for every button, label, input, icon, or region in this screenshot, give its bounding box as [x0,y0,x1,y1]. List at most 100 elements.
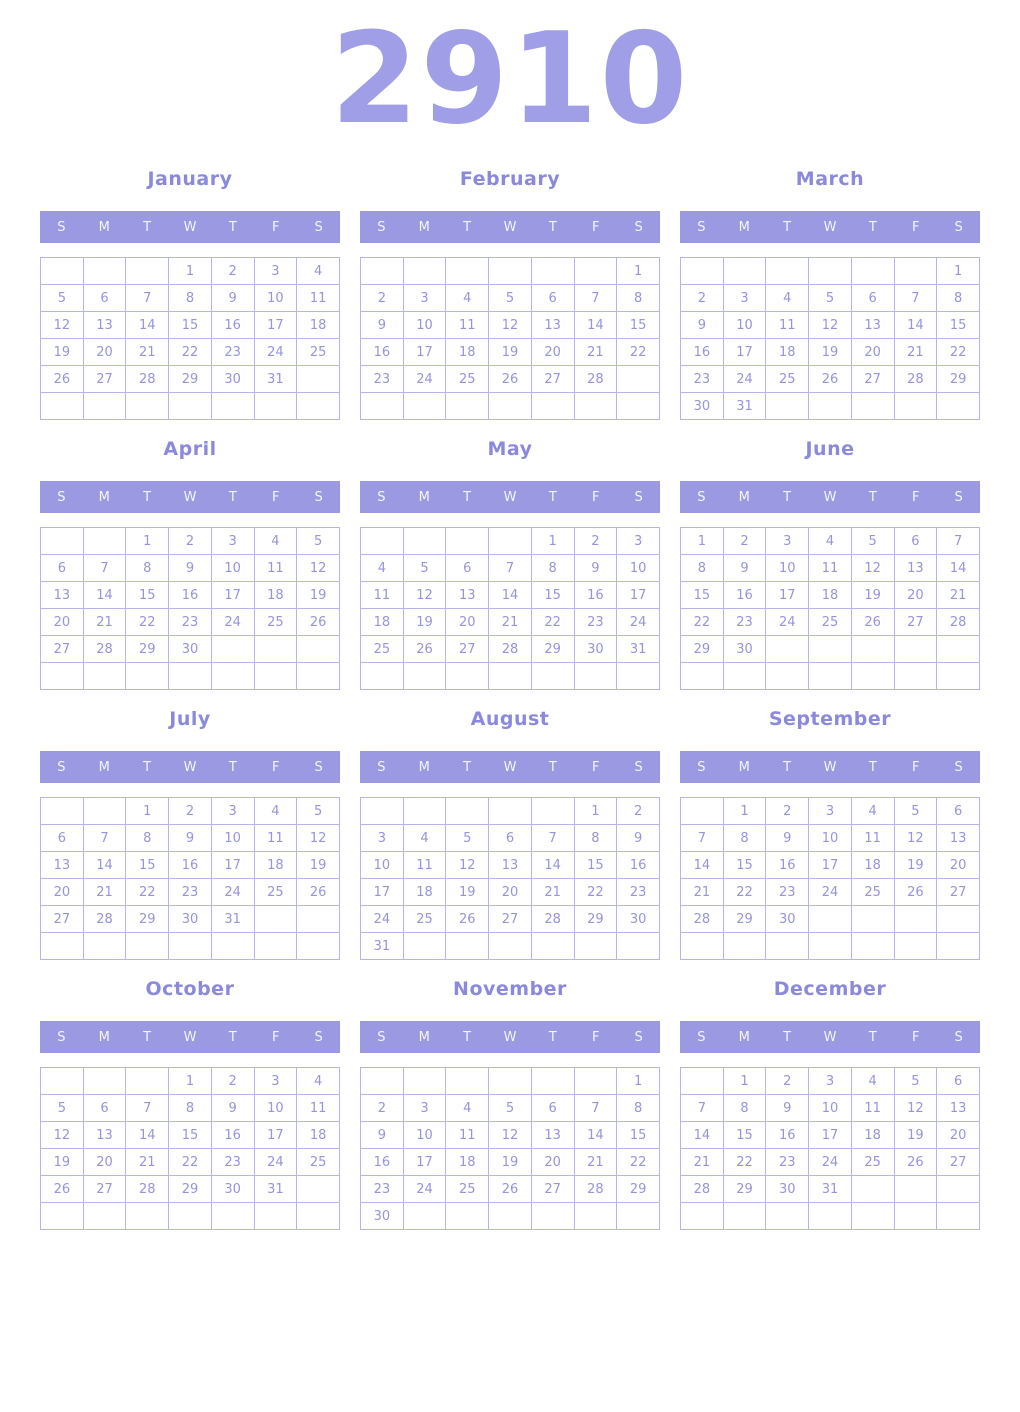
date-cell: 8 [168,1094,212,1122]
weekday-label: S [954,1029,963,1045]
date-cell: 27 [488,905,532,933]
date-cell: 26 [296,608,340,636]
date-cell: 4 [850,1067,895,1095]
date-cell: 3 [808,797,852,825]
empty-cell [680,797,724,825]
weekday-label: F [271,219,280,235]
date-cell: 30 [722,635,767,663]
empty-cell [893,1202,938,1230]
empty-cell [488,392,532,420]
weekday-label: M [98,1029,110,1045]
weekday-label: T [143,1029,152,1045]
month-april: April S M T W T F S 1 2 3 4 5 6 7 8 9 10 11 12 13 14 15 16 17 18 1… [40,438,340,690]
date-cell: 25 [850,1148,895,1176]
week-row: 30 [360,1202,660,1230]
weekday-label: M [738,759,750,775]
date-cell: 21 [936,581,980,609]
date-cell: 17 [210,851,255,879]
date-cell: 19 [488,1148,532,1176]
week-row [40,932,340,960]
date-cell: 25 [253,608,298,636]
date-cell: 5 [488,284,532,312]
date-cell: 23 [168,878,212,906]
date-cell: 21 [82,878,127,906]
date-cell: 6 [850,284,895,312]
week-row [360,662,660,690]
date-cell: 12 [40,311,84,339]
weekday-label: W [823,489,837,505]
date-cell: 18 [253,851,298,879]
date-cell: 27 [893,608,938,636]
date-cell: 13 [850,311,895,339]
weekday-label: T [548,1029,557,1045]
date-cell: 1 [616,257,660,285]
date-cell: 28 [936,608,980,636]
month-title: May [487,438,533,460]
weekday-label: T [548,489,557,505]
week-row [680,662,980,690]
date-cell: 11 [850,1094,895,1122]
date-cell: 9 [360,1121,404,1149]
week-row: 1 [360,1067,660,1095]
date-cell: 8 [168,284,212,312]
date-cell: 2 [722,527,767,555]
week-row: 27 28 29 30 [40,635,340,663]
month-june: June S M T W T F S 1 2 3 4 5 6 7 8 9 10 11 12 13 14 15 16 17 18 19… [680,438,980,690]
date-cell: 21 [530,878,575,906]
weekday-label: T [783,1029,792,1045]
date-cell: 7 [680,824,724,852]
weekday-label: S [377,489,386,505]
date-cell: 21 [680,878,724,906]
date-cell: 31 [253,1175,298,1203]
date-cell: 10 [360,851,404,879]
date-cell: 7 [936,527,980,555]
empty-cell [573,662,618,690]
week-row [40,662,340,690]
week-row: 22 23 24 25 26 27 28 [680,608,980,636]
date-cell: 27 [40,905,84,933]
week-row [360,392,660,420]
date-cell: 11 [850,824,895,852]
date-cell: 25 [765,365,810,393]
empty-cell [808,392,852,420]
date-cell: 24 [210,608,255,636]
weekday-label: T [868,219,877,235]
date-cell: 30 [168,635,212,663]
date-cell: 10 [253,1094,298,1122]
date-cell: 16 [168,581,212,609]
date-cell: 6 [445,554,490,582]
empty-cell [808,635,852,663]
weekday-label: W [823,219,837,235]
date-cell: 20 [530,1148,575,1176]
empty-cell [40,932,84,960]
week-row: 9 10 11 12 13 14 15 [680,311,980,339]
empty-cell [765,1202,810,1230]
weekday-label: S [634,489,643,505]
week-row: 7 8 9 10 11 12 13 [680,824,980,852]
date-cell: 23 [210,1148,255,1176]
empty-cell [445,662,490,690]
date-cell: 28 [125,365,170,393]
date-cell: 20 [82,1148,127,1176]
empty-cell [850,1175,895,1203]
date-cell: 5 [445,824,490,852]
dates-table: 1 2 3 4 5 6 7 8 9 10 11 12 13 14 15 16 17 18 19 20 21 22 23 24 2… [360,797,660,960]
empty-cell [893,257,938,285]
empty-cell [530,257,575,285]
empty-cell [488,527,532,555]
empty-cell [402,662,447,690]
week-row: 26 27 28 29 30 31 [40,365,340,393]
date-cell: 7 [680,1094,724,1122]
empty-cell [210,1202,255,1230]
month-may: May S M T W T F S 1 2 3 4 5 6 7 8 9 10 11 12 13 14 15 16 17 18 19 2… [360,438,660,690]
date-cell: 17 [808,1121,852,1149]
empty-cell [210,392,255,420]
empty-cell [722,257,767,285]
week-row: 14 15 16 17 18 19 20 [680,851,980,879]
date-cell: 11 [445,311,490,339]
week-row [40,1202,340,1230]
date-cell: 25 [850,878,895,906]
